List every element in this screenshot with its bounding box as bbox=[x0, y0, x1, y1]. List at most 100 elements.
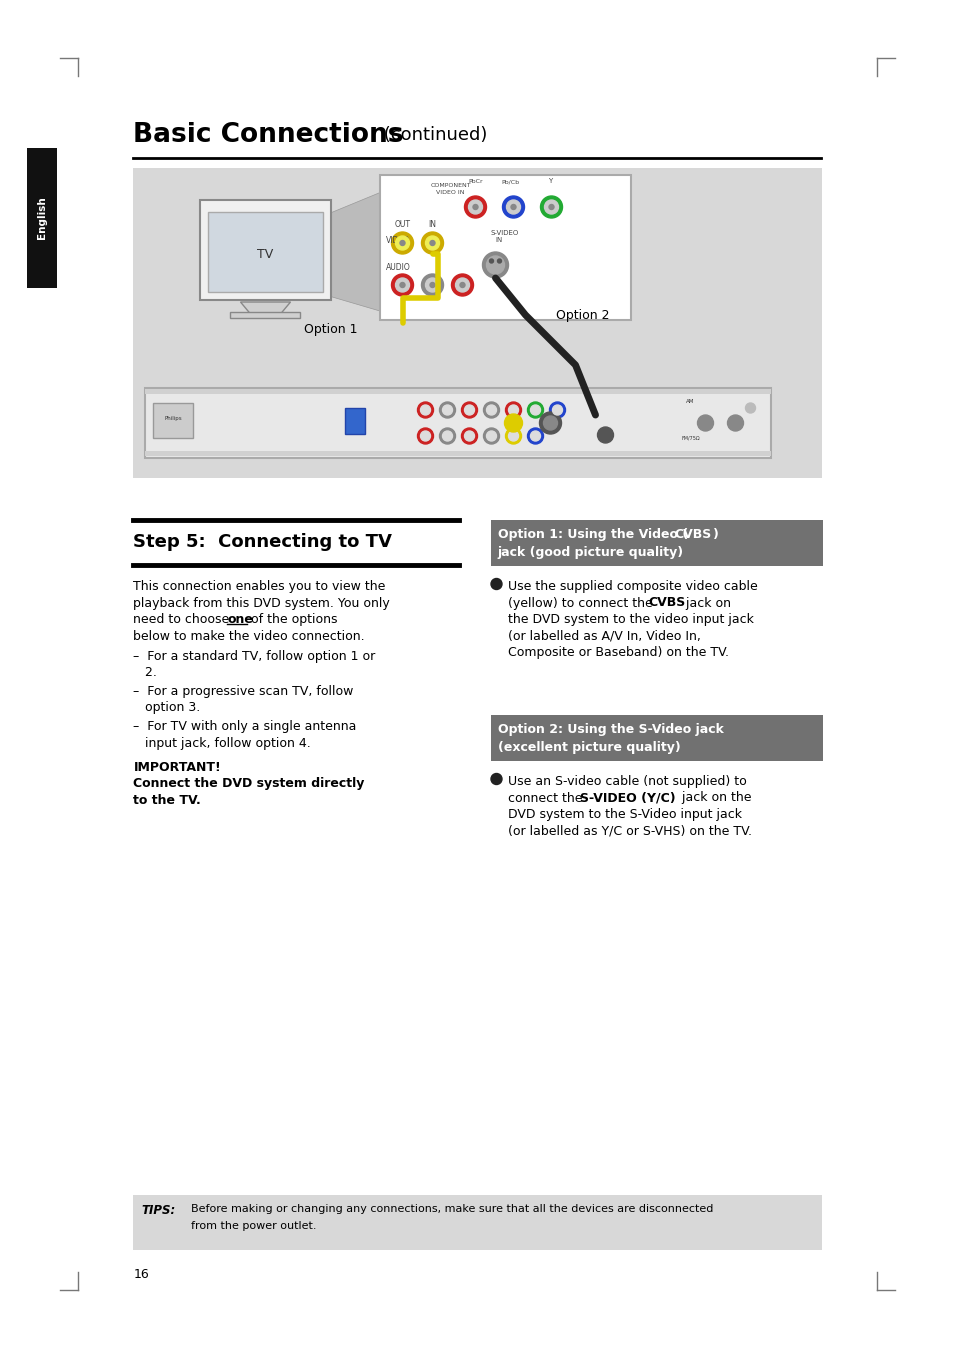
Text: Option 2: Using the S-Video jack: Option 2: Using the S-Video jack bbox=[497, 723, 722, 735]
Circle shape bbox=[486, 256, 504, 273]
Text: jack on: jack on bbox=[681, 597, 731, 609]
Text: This connection enables you to view the: This connection enables you to view the bbox=[133, 581, 385, 593]
Circle shape bbox=[421, 273, 443, 296]
Circle shape bbox=[417, 401, 433, 418]
Circle shape bbox=[399, 241, 405, 245]
Text: the DVD system to the video input jack: the DVD system to the video input jack bbox=[508, 613, 754, 626]
Circle shape bbox=[727, 415, 742, 431]
Circle shape bbox=[505, 428, 521, 445]
Bar bbox=[133, 168, 821, 478]
Text: –  For a standard TV, follow option 1 or: – For a standard TV, follow option 1 or bbox=[133, 651, 375, 663]
Bar bbox=[146, 388, 770, 458]
Text: Connect the DVD system directly: Connect the DVD system directly bbox=[133, 777, 364, 791]
Text: (or labelled as A/V In, Video In,: (or labelled as A/V In, Video In, bbox=[508, 629, 700, 643]
Bar bbox=[231, 313, 300, 318]
Circle shape bbox=[464, 197, 486, 218]
Circle shape bbox=[442, 431, 452, 440]
Text: DVD system to the S-Video input jack: DVD system to the S-Video input jack bbox=[508, 808, 741, 822]
Text: Pb/Cb: Pb/Cb bbox=[501, 179, 519, 185]
Circle shape bbox=[468, 199, 482, 214]
Circle shape bbox=[505, 401, 521, 418]
Circle shape bbox=[391, 232, 413, 255]
Circle shape bbox=[491, 578, 501, 590]
Polygon shape bbox=[240, 302, 291, 314]
Polygon shape bbox=[325, 180, 410, 321]
Circle shape bbox=[483, 428, 499, 445]
Text: (yellow) to connect the: (yellow) to connect the bbox=[508, 597, 657, 609]
Circle shape bbox=[502, 197, 524, 218]
Text: PbCr: PbCr bbox=[468, 179, 482, 185]
Text: IN: IN bbox=[428, 220, 436, 229]
Text: of the options: of the options bbox=[247, 613, 337, 626]
Text: Basic Connections: Basic Connections bbox=[133, 123, 403, 148]
Circle shape bbox=[399, 283, 405, 287]
Circle shape bbox=[425, 236, 439, 251]
Text: Use the supplied composite video cable: Use the supplied composite video cable bbox=[508, 581, 758, 593]
Bar bbox=[146, 389, 770, 395]
Text: one: one bbox=[227, 613, 253, 626]
Bar bbox=[380, 175, 630, 321]
Circle shape bbox=[482, 252, 508, 277]
Bar bbox=[490, 715, 821, 761]
Circle shape bbox=[697, 415, 713, 431]
Circle shape bbox=[549, 401, 565, 418]
Text: –  For a progressive scan TV, follow: – For a progressive scan TV, follow bbox=[133, 686, 354, 698]
Circle shape bbox=[489, 259, 493, 263]
Circle shape bbox=[548, 205, 554, 210]
Bar bbox=[345, 408, 365, 434]
Circle shape bbox=[491, 773, 501, 784]
Text: playback from this DVD system. You only: playback from this DVD system. You only bbox=[133, 597, 390, 609]
Circle shape bbox=[530, 431, 540, 440]
Text: input jack, follow option 4.: input jack, follow option 4. bbox=[133, 737, 311, 749]
Circle shape bbox=[486, 431, 496, 440]
Circle shape bbox=[511, 205, 516, 210]
Text: jack (good picture quality): jack (good picture quality) bbox=[497, 546, 683, 559]
Circle shape bbox=[506, 199, 520, 214]
Text: Use an S-video cable (not supplied) to: Use an S-video cable (not supplied) to bbox=[508, 775, 746, 788]
Text: 16: 16 bbox=[133, 1268, 149, 1281]
Circle shape bbox=[439, 401, 455, 418]
Text: (or labelled as Y/C or S-VHS) on the TV.: (or labelled as Y/C or S-VHS) on the TV. bbox=[508, 824, 752, 838]
Bar bbox=[28, 148, 57, 288]
Text: jack on the: jack on the bbox=[677, 792, 750, 804]
Circle shape bbox=[597, 427, 613, 443]
Circle shape bbox=[417, 428, 433, 445]
Text: Option 2: Option 2 bbox=[555, 308, 608, 322]
Circle shape bbox=[395, 236, 409, 251]
Text: VIDEO: VIDEO bbox=[385, 236, 409, 245]
Bar bbox=[200, 199, 330, 300]
Circle shape bbox=[483, 401, 499, 418]
Circle shape bbox=[451, 273, 473, 296]
Circle shape bbox=[439, 428, 455, 445]
Text: S-VIDEO: S-VIDEO bbox=[490, 230, 518, 236]
Text: AM: AM bbox=[685, 399, 694, 404]
Text: FM/75Ω: FM/75Ω bbox=[680, 436, 700, 440]
Circle shape bbox=[425, 277, 439, 292]
Text: CVBS: CVBS bbox=[648, 597, 685, 609]
Circle shape bbox=[543, 416, 557, 430]
Text: Composite or Baseband) on the TV.: Composite or Baseband) on the TV. bbox=[508, 647, 729, 659]
Circle shape bbox=[527, 401, 543, 418]
Circle shape bbox=[461, 428, 477, 445]
Circle shape bbox=[552, 405, 562, 415]
Circle shape bbox=[744, 403, 755, 414]
Text: TIPS:: TIPS: bbox=[141, 1204, 175, 1216]
Text: CVBS: CVBS bbox=[674, 528, 711, 541]
Text: from the power outlet.: from the power outlet. bbox=[192, 1220, 316, 1231]
Text: (continued): (continued) bbox=[378, 127, 487, 144]
Bar bbox=[490, 520, 821, 566]
Circle shape bbox=[430, 241, 435, 245]
Circle shape bbox=[508, 405, 518, 415]
Bar bbox=[209, 211, 322, 292]
Circle shape bbox=[442, 405, 452, 415]
Text: TV: TV bbox=[257, 248, 274, 261]
Circle shape bbox=[530, 405, 540, 415]
Circle shape bbox=[504, 414, 522, 432]
Text: Y: Y bbox=[548, 178, 552, 185]
Bar bbox=[146, 451, 770, 457]
Circle shape bbox=[539, 412, 561, 434]
Circle shape bbox=[455, 277, 469, 292]
Text: IN: IN bbox=[495, 237, 502, 242]
Circle shape bbox=[430, 283, 435, 287]
Circle shape bbox=[527, 428, 543, 445]
